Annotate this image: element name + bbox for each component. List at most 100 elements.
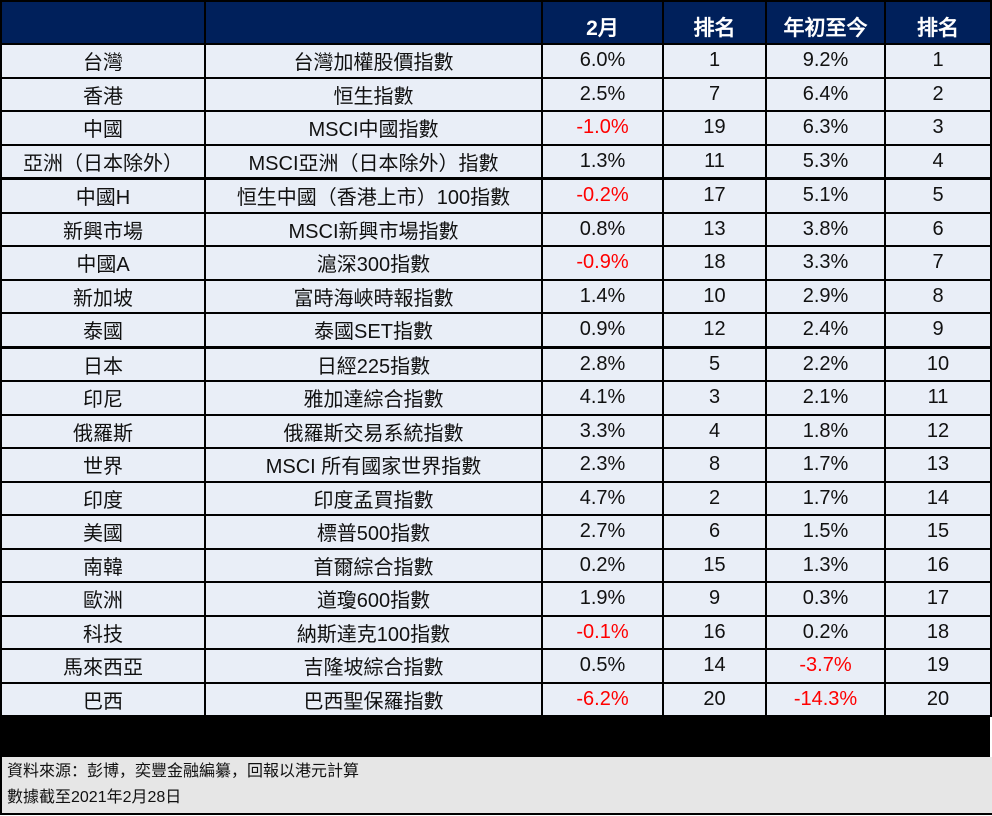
ytd-rank-cell: 6 xyxy=(884,211,992,247)
feb-rank-cell: 16 xyxy=(662,614,767,650)
index-name-cell: 納斯達克100指數 xyxy=(204,614,543,650)
ytd-return-cell: 3.3% xyxy=(765,245,886,281)
market-cell: 日本 xyxy=(0,345,206,382)
market-cell: 中國 xyxy=(0,110,206,146)
header-index xyxy=(204,0,543,45)
index-name-cell: 俄羅斯交易系統指數 xyxy=(204,413,543,449)
feb-rank-cell: 20 xyxy=(662,681,767,717)
header-feb-rank: 排名 xyxy=(662,0,767,45)
market-cell: 世界 xyxy=(0,447,206,483)
feb-rank-cell: 14 xyxy=(662,648,767,684)
ytd-rank-cell: 10 xyxy=(884,345,992,382)
ytd-return-cell: 2.4% xyxy=(765,312,886,348)
index-name-cell: 首爾綜合指數 xyxy=(204,547,543,583)
market-cell: 美國 xyxy=(0,514,206,550)
ytd-rank-cell: 9 xyxy=(884,312,992,348)
table-row: 俄羅斯 俄羅斯交易系統指數 3.3% 4 1.8% 12 xyxy=(0,413,992,449)
index-name-cell: MSCI中國指數 xyxy=(204,110,543,146)
feb-return-cell: -1.0% xyxy=(541,110,664,146)
header-feb-return: 2月 xyxy=(541,0,664,45)
ytd-return-cell: -14.3% xyxy=(765,681,886,717)
ytd-return-cell: 9.2% xyxy=(765,43,886,79)
market-cell: 亞洲（日本除外） xyxy=(0,143,206,180)
ytd-rank-cell: 4 xyxy=(884,143,992,180)
market-cell: 印尼 xyxy=(0,380,206,416)
market-cell: 科技 xyxy=(0,614,206,650)
table-row: 中國 MSCI中國指數 -1.0% 19 6.3% 3 xyxy=(0,110,992,146)
market-cell: 印度 xyxy=(0,480,206,516)
feb-rank-cell: 5 xyxy=(662,345,767,382)
feb-rank-cell: 19 xyxy=(662,110,767,146)
feb-return-cell: 4.7% xyxy=(541,480,664,516)
ytd-return-cell: 0.3% xyxy=(765,581,886,617)
table-row: 巴西 巴西聖保羅指數 -6.2% 20 -14.3% 20 xyxy=(0,681,992,717)
feb-return-cell: 1.9% xyxy=(541,581,664,617)
market-cell: 中國H xyxy=(0,177,206,214)
feb-return-cell: 4.1% xyxy=(541,380,664,416)
index-name-cell: 日經225指數 xyxy=(204,345,543,382)
feb-rank-cell: 11 xyxy=(662,143,767,180)
ytd-rank-cell: 12 xyxy=(884,413,992,449)
index-name-cell: MSCI亞洲（日本除外）指數 xyxy=(204,143,543,180)
feb-return-cell: 2.7% xyxy=(541,514,664,550)
table-row: 世界 MSCI 所有國家世界指數 2.3% 8 1.7% 13 xyxy=(0,447,992,483)
feb-return-cell: -0.9% xyxy=(541,245,664,281)
table-row: 南韓 首爾綜合指數 0.2% 15 1.3% 16 xyxy=(0,547,992,583)
ytd-return-cell: 5.1% xyxy=(765,177,886,214)
header-market xyxy=(0,0,206,45)
index-name-cell: 雅加達綜合指數 xyxy=(204,380,543,416)
table-row: 台灣 台灣加權股價指數 6.0% 1 9.2% 1 xyxy=(0,43,992,79)
ytd-return-cell: 1.7% xyxy=(765,447,886,483)
table-row: 新加坡 富時海峽時報指數 1.4% 10 2.9% 8 xyxy=(0,278,992,314)
feb-return-cell: 0.8% xyxy=(541,211,664,247)
index-name-cell: 富時海峽時報指數 xyxy=(204,278,543,314)
feb-rank-cell: 17 xyxy=(662,177,767,214)
ytd-return-cell: 5.3% xyxy=(765,143,886,180)
ytd-rank-cell: 17 xyxy=(884,581,992,617)
ytd-return-cell: 0.2% xyxy=(765,614,886,650)
feb-rank-cell: 12 xyxy=(662,312,767,348)
index-name-cell: 泰國SET指數 xyxy=(204,312,543,348)
market-cell: 南韓 xyxy=(0,547,206,583)
source-note: 資料來源：彭博，奕豐金融編纂，回報以港元計算 xyxy=(7,763,360,780)
table-row: 中國A 滬深300指數 -0.9% 18 3.3% 7 xyxy=(0,245,992,281)
feb-rank-cell: 13 xyxy=(662,211,767,247)
ytd-rank-cell: 8 xyxy=(884,278,992,314)
market-cell: 台灣 xyxy=(0,43,206,79)
feb-rank-cell: 3 xyxy=(662,380,767,416)
index-name-cell: MSCI 所有國家世界指數 xyxy=(204,447,543,483)
ytd-rank-cell: 2 xyxy=(884,76,992,112)
ytd-rank-cell: 18 xyxy=(884,614,992,650)
ytd-rank-cell: 5 xyxy=(884,177,992,214)
ytd-rank-cell: 15 xyxy=(884,514,992,550)
index-name-cell: 標普500指數 xyxy=(204,514,543,550)
ytd-return-cell: 6.3% xyxy=(765,110,886,146)
market-cell: 馬來西亞 xyxy=(0,648,206,684)
feb-return-cell: -0.1% xyxy=(541,614,664,650)
index-name-cell: 滬深300指數 xyxy=(204,245,543,281)
ytd-rank-cell: 3 xyxy=(884,110,992,146)
market-cell: 香港 xyxy=(0,76,206,112)
feb-rank-cell: 1 xyxy=(662,43,767,79)
feb-rank-cell: 6 xyxy=(662,514,767,550)
feb-return-cell: -0.2% xyxy=(541,177,664,214)
market-cell: 巴西 xyxy=(0,681,206,717)
index-name-cell: MSCI新興市場指數 xyxy=(204,211,543,247)
feb-rank-cell: 18 xyxy=(662,245,767,281)
index-name-cell: 巴西聖保羅指數 xyxy=(204,681,543,717)
table-row: 日本 日經225指數 2.8% 5 2.2% 10 xyxy=(0,345,992,382)
market-cell: 泰國 xyxy=(0,312,206,348)
table-footer-notes: 資料來源：彭博，奕豐金融編纂，回報以港元計算 數據截至2021年2月28日 xyxy=(0,757,992,815)
header-ytd-rank: 排名 xyxy=(884,0,992,45)
feb-return-cell: 2.3% xyxy=(541,447,664,483)
feb-rank-cell: 2 xyxy=(662,480,767,516)
feb-return-cell: 2.5% xyxy=(541,76,664,112)
index-name-cell: 台灣加權股價指數 xyxy=(204,43,543,79)
feb-rank-cell: 9 xyxy=(662,581,767,617)
ytd-rank-cell: 16 xyxy=(884,547,992,583)
feb-rank-cell: 10 xyxy=(662,278,767,314)
ytd-return-cell: 3.8% xyxy=(765,211,886,247)
table-row: 香港 恒生指數 2.5% 7 6.4% 2 xyxy=(0,76,992,112)
ytd-return-cell: 1.3% xyxy=(765,547,886,583)
market-cell: 中國A xyxy=(0,245,206,281)
